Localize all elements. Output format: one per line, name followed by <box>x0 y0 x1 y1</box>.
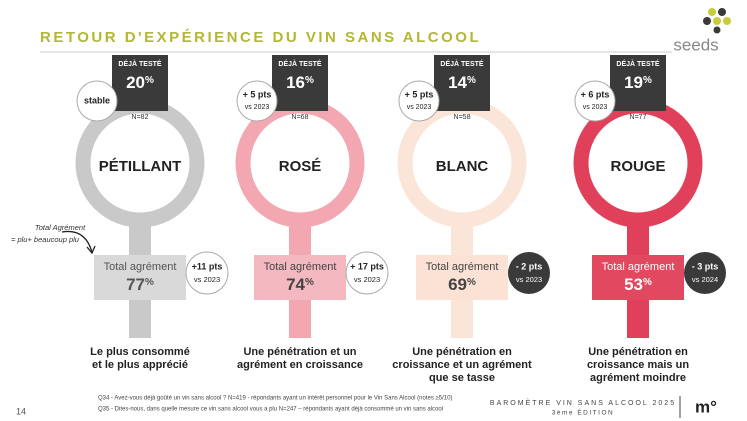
agreement-label: Total agrément <box>104 261 177 273</box>
agreement-number: 77 <box>126 275 145 294</box>
tested-number: 20 <box>126 73 145 92</box>
tested-number: 19 <box>624 73 643 92</box>
annotation: Total Agrément <box>35 223 86 232</box>
tested-number: 16 <box>286 73 305 92</box>
agreement-box <box>416 255 508 300</box>
category-name: PÉTILLANT <box>99 158 182 175</box>
agreement-number: 74 <box>286 275 305 294</box>
page-number: 14 <box>16 406 26 416</box>
agreement-value: 53% <box>624 275 652 294</box>
agreement-box <box>592 255 684 300</box>
logo-text: seeds <box>673 35 718 54</box>
change-badge <box>185 251 229 295</box>
footnote: Q34 - Avez-vous déjà goûté un vin sans a… <box>98 396 452 402</box>
tested-box <box>434 55 490 111</box>
caption: croissance mais un <box>587 359 689 371</box>
caption: Une pénétration en <box>588 346 688 358</box>
tested-value: 19% <box>624 73 652 92</box>
trend-text: + 5 pts <box>243 89 272 99</box>
caption: Le plus consommé <box>90 346 190 358</box>
sample-size: N=82 <box>132 114 149 121</box>
change-badge <box>684 252 726 294</box>
agreement-label: Total agrément <box>264 261 337 273</box>
agreement-number: 69 <box>448 275 467 294</box>
caption: que se tasse <box>429 372 495 384</box>
annotation-arrowhead <box>86 245 96 255</box>
tested-number: 14 <box>448 73 467 92</box>
agreement-value: 77% <box>126 275 154 294</box>
agreement-label: Total agrément <box>426 261 499 273</box>
trend-badge <box>76 80 118 122</box>
agreement-unit: % <box>305 277 314 288</box>
tested-label: DÉJÀ TESTÉ <box>616 59 660 68</box>
tested-label: DÉJÀ TESTÉ <box>118 59 162 68</box>
category-name: ROUGE <box>610 158 665 175</box>
annotation-arrow <box>61 230 93 253</box>
category-name: BLANC <box>436 158 489 175</box>
seeds-logo-icon <box>703 8 731 34</box>
sample-size: N=77 <box>630 114 647 121</box>
change-text: vs 2023 <box>194 275 220 284</box>
tested-box <box>610 55 666 111</box>
change-text: vs 2023 <box>354 275 380 284</box>
change-text: + 17 pts <box>350 261 384 271</box>
change-text: +11 pts <box>192 261 223 271</box>
agreement-label: Total agrément <box>602 261 675 273</box>
tested-unit: % <box>145 75 154 86</box>
study-name: BAROMÈTRE VIN SANS ALCOOL 2025 <box>490 398 676 407</box>
annotation: = plu+ beaucoup plu <box>11 235 80 244</box>
edition: 3ème ÉDITION <box>552 408 614 417</box>
caption: croissance et un agrément <box>392 359 532 371</box>
trend-text: vs 2023 <box>583 104 608 111</box>
tested-box <box>272 55 328 111</box>
trend-text: + 5 pts <box>405 89 434 99</box>
agreement-box <box>94 255 186 300</box>
tested-value: 20% <box>126 73 154 92</box>
tested-unit: % <box>305 75 314 86</box>
trend-text: vs 2023 <box>245 104 270 111</box>
tested-unit: % <box>467 75 476 86</box>
trend-text: + 6 pts <box>581 89 610 99</box>
title: RETOUR D'EXPÉRIENCE DU VIN SANS ALCOOL <box>40 29 481 46</box>
change-badge <box>508 252 550 294</box>
tested-value: 14% <box>448 73 476 92</box>
agreement-unit: % <box>467 277 476 288</box>
tested-label: DÉJÀ TESTÉ <box>278 59 322 68</box>
trend-badge <box>398 80 440 122</box>
caption: Une pénétration et un <box>243 346 356 358</box>
agreement-unit: % <box>643 277 652 288</box>
trend-badge <box>574 80 616 122</box>
category-name: ROSÉ <box>279 158 322 175</box>
brand: m° <box>695 397 717 416</box>
trend-text: stable <box>84 95 110 105</box>
change-text: vs 2024 <box>692 275 718 284</box>
footnote: Q35 - Dites-nous, dans quelle mesure ce … <box>98 407 443 413</box>
change-text: - 3 pts <box>692 261 719 271</box>
change-text: vs 2023 <box>516 275 542 284</box>
change-text: - 2 pts <box>516 261 543 271</box>
caption: Une pénétration en <box>412 346 512 358</box>
tested-box <box>112 55 168 111</box>
agreement-value: 69% <box>448 275 476 294</box>
trend-badge <box>236 80 278 122</box>
caption: agrément moindre <box>590 372 686 384</box>
caption: et le plus apprécié <box>92 359 188 371</box>
tested-value: 16% <box>286 73 314 92</box>
agreement-box <box>254 255 346 300</box>
sample-size: N=58 <box>454 114 471 121</box>
tested-unit: % <box>643 75 652 86</box>
agreement-unit: % <box>145 277 154 288</box>
agreement-value: 74% <box>286 275 314 294</box>
tested-label: DÉJÀ TESTÉ <box>440 59 484 68</box>
caption: agrément en croissance <box>237 359 363 371</box>
trend-text: vs 2023 <box>407 104 432 111</box>
change-badge <box>345 251 389 295</box>
agreement-number: 53 <box>624 275 643 294</box>
sample-size: N=68 <box>292 114 309 121</box>
